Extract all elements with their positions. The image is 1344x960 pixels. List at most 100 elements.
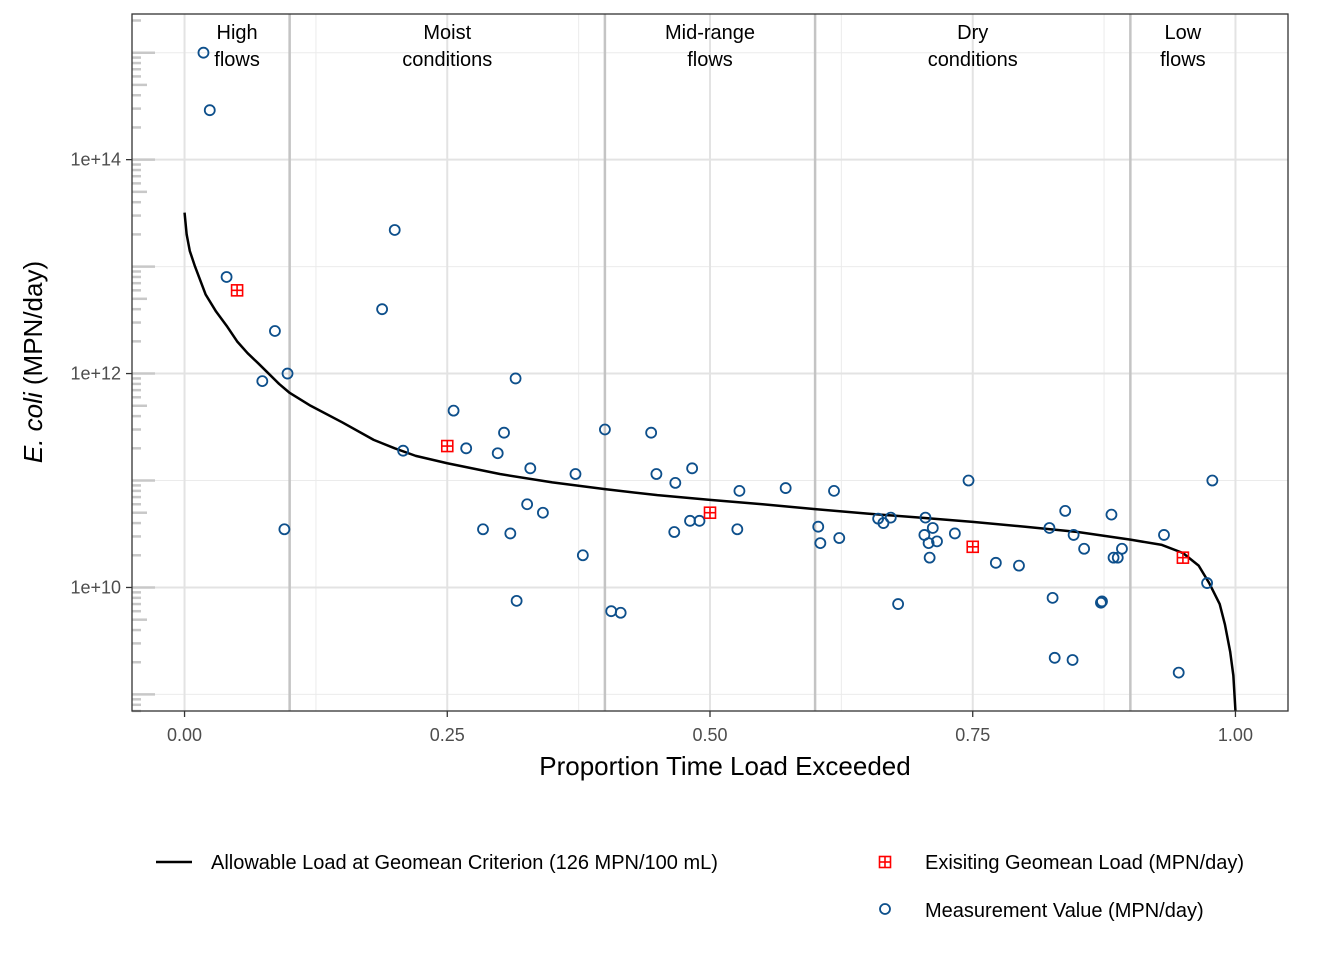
measurement-point xyxy=(599,423,611,436)
x-tick-label: 0.25 xyxy=(430,725,465,745)
measurement-point xyxy=(569,468,582,480)
measurement-point xyxy=(926,522,939,534)
measurement-point xyxy=(693,514,706,527)
flow-region-label-line2: flows xyxy=(1160,49,1206,71)
measurement-point xyxy=(278,523,291,536)
measurement-point xyxy=(376,303,389,316)
measurement-point xyxy=(877,517,890,529)
measurement-point xyxy=(1201,577,1213,589)
y-axis-title-units: (MPN/day) xyxy=(18,261,48,392)
measurement-point xyxy=(884,511,897,524)
legend-label-allowable-load: Allowable Load at Geomean Criterion (126… xyxy=(211,852,718,874)
measurement-point xyxy=(1043,522,1056,534)
measurement-point xyxy=(460,442,473,455)
measurement-point xyxy=(477,523,489,536)
y-axis-title-italic: E. coli xyxy=(18,391,48,463)
measurement-point xyxy=(669,477,682,489)
flow-region-label-line1: High xyxy=(217,22,258,44)
measurement-point xyxy=(650,468,663,480)
measurement-point xyxy=(576,549,589,562)
measurement-point xyxy=(509,372,522,385)
measurement-point xyxy=(197,46,210,59)
measurement-point xyxy=(203,104,216,117)
measurement-point xyxy=(397,444,410,457)
existing-geomean-point xyxy=(230,284,244,297)
legend-label-existing-geomean: Exisiting Geomean Load (MPN/day) xyxy=(925,852,1244,874)
measurement-point xyxy=(919,511,932,524)
measurement-series xyxy=(197,46,1219,679)
measurement-point xyxy=(1048,651,1061,664)
x-tick-label: 0.75 xyxy=(955,725,990,745)
y-axis-title: E. coli (MPN/day) xyxy=(18,261,48,463)
flow-region-label-line2: flows xyxy=(687,49,733,71)
measurement-point xyxy=(1116,542,1128,555)
legend-label-measurement: Measurement Value (MPN/day) xyxy=(925,900,1204,922)
measurement-point xyxy=(1158,529,1170,541)
measurement-point xyxy=(1095,596,1107,609)
flow-region-dividers xyxy=(288,14,1132,711)
measurement-point xyxy=(828,484,840,497)
measurement-point xyxy=(948,527,961,540)
measurement-point xyxy=(686,462,699,475)
measurement-point xyxy=(731,523,744,536)
y-axis: 1e+10 1e+12 1e+14 xyxy=(70,150,132,597)
measurement-point xyxy=(1206,474,1219,487)
measurement-point xyxy=(668,526,681,538)
legend-square-key xyxy=(878,855,892,869)
measurement-point xyxy=(733,484,746,497)
measurement-point xyxy=(1107,551,1120,564)
measurement-point xyxy=(1066,654,1079,666)
measurement-point xyxy=(510,594,523,607)
measurement-point xyxy=(447,404,460,417)
measurement-point xyxy=(812,520,825,533)
x-axis-title: Proportion Time Load Exceeded xyxy=(539,751,910,781)
measurement-point xyxy=(1046,591,1059,604)
measurement-point xyxy=(504,527,517,540)
existing-geomean-series xyxy=(230,284,1190,564)
existing-geomean-point xyxy=(703,506,717,520)
measurement-point xyxy=(923,551,936,564)
measurement-point xyxy=(269,325,281,337)
measurement-point xyxy=(962,474,975,487)
measurement-point xyxy=(814,537,827,549)
measurement-point xyxy=(1078,542,1091,555)
measurement-point xyxy=(220,271,233,283)
measurement-point xyxy=(833,532,846,544)
y-tick-label: 1e+14 xyxy=(70,150,121,170)
measurement-point xyxy=(1067,529,1080,541)
y-tick-label: 1e+12 xyxy=(70,364,121,384)
measurement-point xyxy=(645,426,658,439)
legend-circle-key xyxy=(879,903,891,915)
existing-geomean-point xyxy=(966,540,980,554)
flow-region-label-line1: Low xyxy=(1165,22,1202,44)
measurement-point xyxy=(498,426,510,439)
legend: Allowable Load at Geomean Criterion (126… xyxy=(156,852,1244,922)
x-tick-label: 0.00 xyxy=(167,725,202,745)
measurement-point xyxy=(892,598,905,610)
flow-region-label-line1: Moist xyxy=(423,22,471,44)
measurement-point xyxy=(491,447,504,460)
x-axis: 0.00 0.25 0.50 0.75 1.00 xyxy=(167,711,1253,745)
measurement-point xyxy=(989,556,1002,569)
measurement-point xyxy=(256,375,269,388)
x-tick-label: 1.00 xyxy=(1218,725,1253,745)
measurement-point xyxy=(1096,595,1108,608)
measurement-point xyxy=(1059,504,1072,517)
flow-region-label-line2: flows xyxy=(214,49,260,71)
flow-region-label-line1: Dry xyxy=(957,22,988,44)
flow-region-label-line2: conditions xyxy=(402,49,492,71)
measurement-point xyxy=(537,506,549,519)
existing-geomean-point xyxy=(1176,551,1190,564)
existing-geomean-point xyxy=(440,439,454,453)
flow-region-label-line2: conditions xyxy=(928,49,1018,71)
y-tick-label: 1e+10 xyxy=(70,577,121,597)
x-tick-label: 0.50 xyxy=(692,725,727,745)
measurement-point xyxy=(922,537,935,549)
measurement-point xyxy=(524,462,537,475)
flow-region-label-line1: Mid-range xyxy=(665,22,755,44)
measurement-point xyxy=(931,535,943,548)
measurement-point xyxy=(1172,666,1185,679)
y-axis-log-rug-ticks xyxy=(132,19,155,713)
